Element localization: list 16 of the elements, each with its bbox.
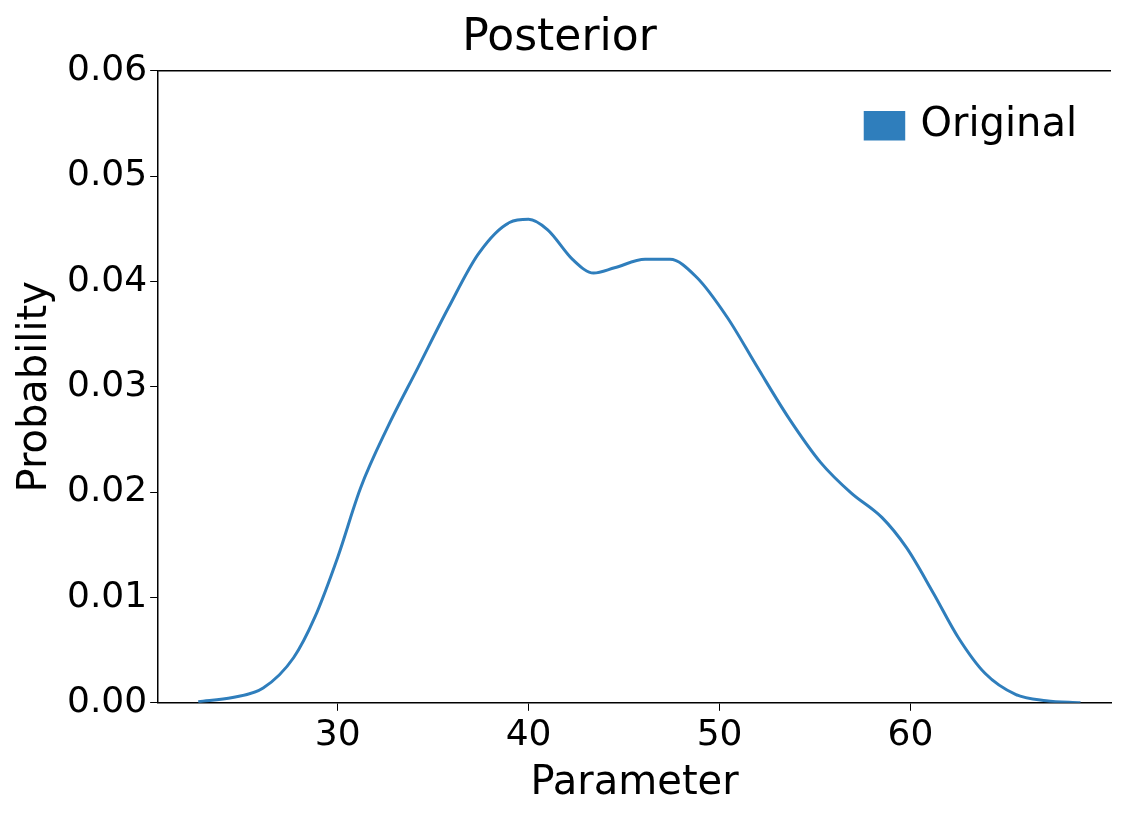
y-tick-label: 0.02 xyxy=(67,468,148,510)
y-tick-label: 0.05 xyxy=(67,152,148,194)
line-series xyxy=(196,217,1082,703)
legend-label: Original xyxy=(920,99,1078,146)
x-tick-label: 40 xyxy=(505,711,552,753)
x-axis-title: Parameter xyxy=(530,757,740,804)
y-tick-label: 0.04 xyxy=(67,257,148,299)
y-axis-title: Probability xyxy=(9,281,56,493)
x-tick-label: 30 xyxy=(314,711,361,753)
y-tick-label: 0.03 xyxy=(67,363,148,405)
y-tick-label: 0.00 xyxy=(67,679,148,721)
x-tick-label: 60 xyxy=(887,711,934,753)
y-tick-label: 0.01 xyxy=(67,573,148,615)
x-tick-label: 50 xyxy=(696,711,743,753)
y-tick-label: 0.06 xyxy=(67,47,148,89)
chart-title: Posterior xyxy=(462,8,658,60)
